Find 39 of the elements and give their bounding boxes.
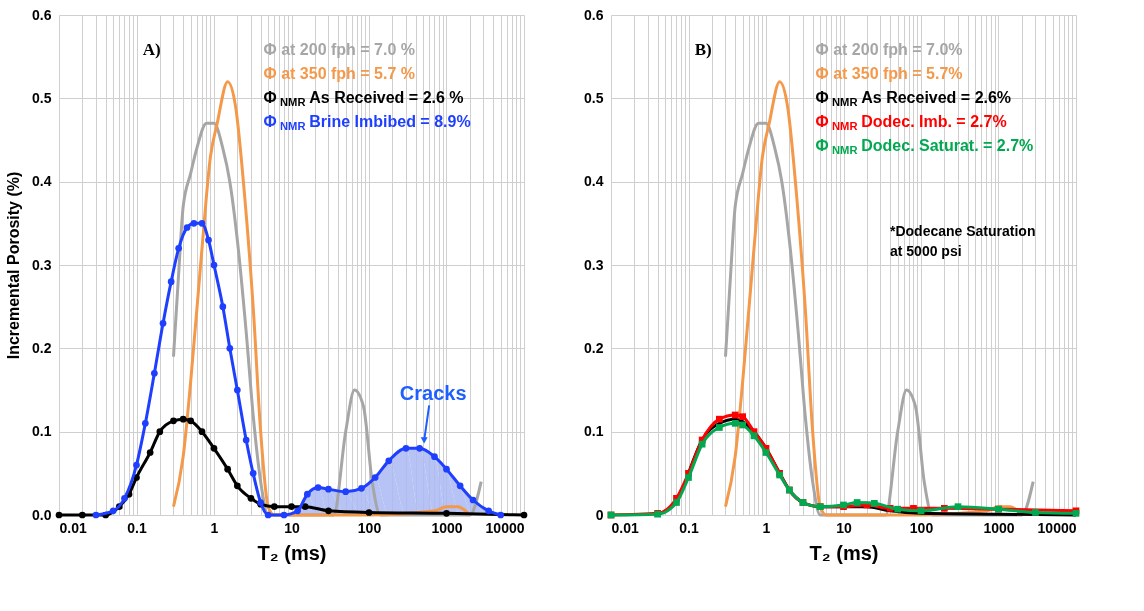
text: Φ at 200 fph = 7.0 % [263,41,416,58]
text: Φ at 350 fph = 5.7 % [263,65,416,82]
y-tick-label: 0.2 [32,339,52,356]
y-tick-label: 0.6 [584,6,604,23]
x-axis-title: T₂ (ms) [257,541,327,564]
x-tick-label: 1000 [983,519,1015,536]
text: B) [694,40,712,59]
x-tick-label: 0.01 [59,519,87,536]
annotation: *Dodecane Saturation at 5000 psi [890,223,1036,259]
x-axis-title: T₂ (ms) [809,541,879,564]
y-tick-label: 0.1 [32,423,52,440]
x-tick-label: 10000 [1037,519,1077,536]
x-tick-label: 1 [762,519,771,536]
y-tick-label: 0.3 [32,256,52,273]
y-tick-label: 0.2 [584,339,604,356]
y-tick-label: 0.6 [32,6,52,23]
x-tick-label: 10 [836,519,852,536]
x-tick-label: 1000 [431,519,463,536]
y-axis-title: Incremental Porosity (%) [5,171,23,360]
text: Φ at 200 fph = 7.0% [815,41,963,58]
text: A) [142,40,161,59]
annotation: Cracks [399,382,467,405]
y-tick-label: 0.5 [32,89,52,106]
x-tick-label: 10000 [485,519,525,536]
y-tick-label: 0.0 [32,506,52,523]
x-tick-label: 0.1 [127,519,147,536]
y-tick-label: 0.4 [584,173,604,190]
x-tick-label: 10 [284,519,300,536]
y-tick-label: 0.4 [32,173,52,190]
x-tick-label: 1 [210,519,219,536]
x-tick-label: 100 [357,519,382,536]
x-tick-label: 0.01 [611,519,639,536]
y-tick-label: 0.5 [584,89,604,106]
x-tick-label: 0.1 [679,519,699,536]
y-tick-label: 0.3 [584,256,604,273]
text: Φ at 350 fph = 5.7% [815,65,963,82]
x-tick-label: 100 [909,519,934,536]
y-tick-label: 0.1 [584,423,604,440]
y-tick-label: 0 [595,506,604,523]
